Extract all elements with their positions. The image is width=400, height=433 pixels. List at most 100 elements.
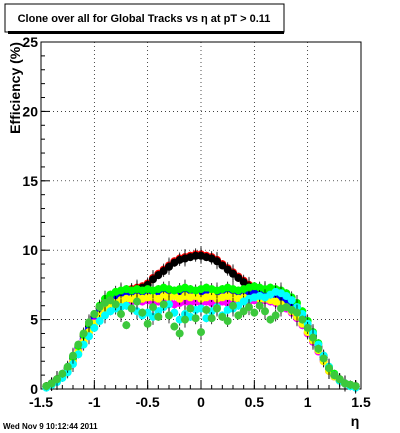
point-marker <box>117 310 125 319</box>
point-marker <box>293 308 301 317</box>
point-marker <box>122 321 131 330</box>
data-point <box>186 304 195 313</box>
data-point <box>85 314 93 331</box>
x-axis-title: η <box>351 413 360 429</box>
point-marker <box>202 305 211 314</box>
data-point <box>149 299 157 316</box>
point-marker <box>79 329 88 338</box>
point-marker <box>181 315 189 324</box>
data-point <box>154 312 163 321</box>
point-marker <box>58 369 67 378</box>
data-point <box>223 314 232 327</box>
data-point <box>138 308 147 317</box>
point-marker <box>143 319 152 328</box>
point-marker <box>250 308 259 317</box>
data-point <box>95 314 104 327</box>
data-point <box>309 329 317 346</box>
y-tick-label: 15 <box>22 173 38 189</box>
data-point <box>229 297 237 314</box>
data-point <box>207 312 216 325</box>
point-marker <box>127 304 136 313</box>
point-marker <box>74 340 83 349</box>
point-marker <box>287 296 296 305</box>
x-tick-label: 1 <box>304 394 312 410</box>
data-point <box>250 308 259 317</box>
y-tick-label: 10 <box>22 242 38 258</box>
point-marker <box>207 314 216 323</box>
data-point <box>197 324 205 341</box>
y-tick-label: 5 <box>30 312 38 328</box>
point-marker <box>53 375 61 384</box>
x-tick-label: -1.5 <box>29 394 53 410</box>
data-point <box>122 321 131 330</box>
x-tick-label: 0.5 <box>245 394 265 410</box>
data-point <box>175 327 184 340</box>
point-marker <box>175 329 184 338</box>
point-marker <box>255 301 264 310</box>
point-marker <box>186 304 195 313</box>
point-marker <box>319 354 328 363</box>
data-point <box>159 298 168 311</box>
y-tick-label: 20 <box>22 103 38 119</box>
point-marker <box>191 314 200 323</box>
data-point <box>69 347 77 364</box>
point-marker <box>133 297 141 306</box>
point-marker <box>271 311 280 320</box>
y-tick-label: 25 <box>22 34 38 50</box>
point-marker <box>154 312 163 321</box>
point-marker <box>165 311 173 320</box>
data-point <box>245 299 253 316</box>
data-point <box>127 302 136 315</box>
data-point <box>170 322 179 331</box>
point-marker <box>95 316 104 325</box>
point-marker <box>69 351 77 360</box>
y-tick-label: 0 <box>30 381 38 397</box>
data-point <box>181 311 189 328</box>
data-point <box>53 371 61 388</box>
data-point <box>314 344 323 353</box>
data-point <box>293 304 301 321</box>
data-point <box>79 327 88 340</box>
x-tick-label: 0 <box>197 394 205 410</box>
point-marker <box>298 315 307 324</box>
data-point <box>90 323 99 332</box>
point-marker <box>197 328 205 337</box>
data-point <box>325 360 333 377</box>
point-marker <box>149 303 157 312</box>
point-marker <box>314 344 323 353</box>
title-box-shadow <box>8 31 284 34</box>
point-marker <box>245 303 253 312</box>
data-point <box>202 305 211 314</box>
y-axis-title: Efficiency (%) <box>7 42 23 134</box>
point-marker <box>90 310 99 319</box>
x-tick-label: 1.5 <box>351 394 371 410</box>
data-point <box>133 293 141 310</box>
data-point <box>271 309 280 322</box>
data-point <box>117 306 125 323</box>
data-point <box>255 299 264 312</box>
point-marker <box>90 323 99 332</box>
timestamp: Wed Nov 9 10:12:44 2011 <box>3 422 98 431</box>
point-marker <box>309 333 317 342</box>
data-point <box>90 310 99 319</box>
point-marker <box>63 362 72 371</box>
data-point <box>191 312 200 325</box>
data-point <box>213 300 221 317</box>
data-point <box>319 352 328 365</box>
data-points <box>42 246 360 394</box>
data-point <box>298 315 307 324</box>
point-marker <box>261 307 269 316</box>
data-point <box>351 380 360 393</box>
data-point <box>165 307 173 324</box>
point-marker <box>159 300 168 309</box>
point-marker <box>223 316 232 325</box>
chart-title: Clone over all for Global Tracks vs η at… <box>18 13 271 25</box>
data-point <box>143 317 152 330</box>
x-tick-label: -1 <box>88 394 101 410</box>
point-marker <box>303 323 312 332</box>
point-marker <box>111 300 120 309</box>
data-point <box>58 369 67 378</box>
point-marker <box>325 364 333 373</box>
data-point <box>111 298 120 311</box>
